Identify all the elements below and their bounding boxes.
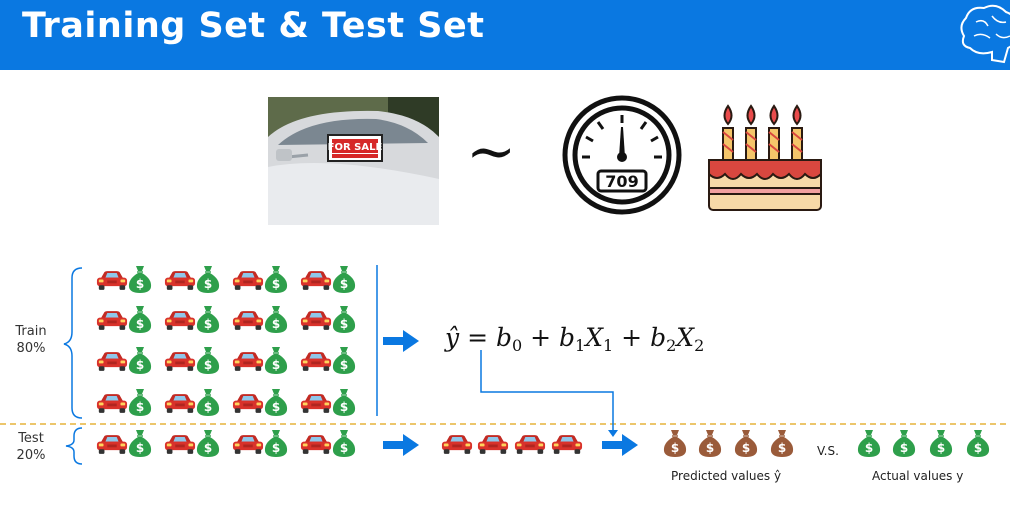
actual-values-label: Actual values y (872, 469, 964, 483)
money-bag-icon (128, 389, 152, 416)
money-bag-icon (264, 347, 288, 374)
money-bag-icon (332, 306, 356, 333)
actual-money-bag-icon (892, 430, 916, 457)
header-bar: Training Set & Test Set (0, 0, 1010, 70)
car-icon (477, 435, 509, 454)
car-icon (232, 435, 264, 454)
model-to-prediction-connector (480, 350, 614, 432)
train-label-text: Train (15, 324, 47, 339)
regression-formula: ŷ = b0 + b1X1 + b2X2 (445, 323, 704, 355)
money-bag-icon (332, 389, 356, 416)
money-bag-icon (196, 430, 220, 457)
predicted-money-bag-icon (770, 430, 794, 457)
arrow-to-model-icon (383, 330, 419, 352)
car-icon (96, 271, 128, 290)
train-percent: 80% (16, 341, 46, 356)
tilde-symbol: ~ (466, 117, 517, 187)
car-icon (96, 394, 128, 413)
money-bag-icon (128, 347, 152, 374)
formula-b2-sub: 2 (666, 336, 677, 355)
money-bag-icon (128, 266, 152, 293)
test-percent: 20% (16, 448, 46, 463)
money-bag-icon (196, 389, 220, 416)
car-icon (96, 352, 128, 371)
formula-x1-sub: 1 (603, 336, 614, 355)
money-bag-icon (196, 266, 220, 293)
actual-money-bag-icon (966, 430, 990, 457)
car-icon (232, 352, 264, 371)
car-icon (232, 271, 264, 290)
money-bag-icon (196, 306, 220, 333)
predicted-money-bag-icon (734, 430, 758, 457)
slide-title: Training Set & Test Set (22, 6, 485, 46)
car-icon (96, 311, 128, 330)
for-sale-sign-text: FOR SALE (328, 142, 383, 153)
money-bag-icon (264, 266, 288, 293)
brain-icon (960, 4, 1010, 64)
money-bag-icon (196, 347, 220, 374)
predicted-money-bag-icon (663, 430, 687, 457)
car-icon (164, 352, 196, 371)
money-bag-icon (264, 306, 288, 333)
gauge-reading: 709 (605, 172, 638, 191)
test-label-text: Test (18, 431, 44, 446)
car-icon (232, 311, 264, 330)
car-icon (164, 311, 196, 330)
money-bag-icon (332, 430, 356, 457)
birthday-cake-icon (708, 104, 822, 211)
vs-label: V.S. (817, 444, 839, 458)
car-icon (96, 435, 128, 454)
car-icon (232, 394, 264, 413)
money-bag-icon (264, 430, 288, 457)
credit-score-gauge-icon: 709 (562, 95, 682, 215)
formula-plus2: + (613, 323, 651, 352)
car-icon (300, 352, 332, 371)
formula-b1-sub: 1 (575, 336, 586, 355)
money-bag-icon (264, 389, 288, 416)
formula-x2: X (676, 323, 695, 352)
money-bag-icon (128, 430, 152, 457)
car-icon (164, 271, 196, 290)
arrow-to-predictions-icon (602, 434, 638, 456)
car-icon (551, 435, 583, 454)
formula-b2: b (650, 323, 667, 352)
car-icon (514, 435, 546, 454)
predicted-values-label: Predicted values ŷ (671, 469, 782, 483)
car-icon (300, 435, 332, 454)
arrow-to-test-cars-icon (383, 434, 419, 456)
car-icon (441, 435, 473, 454)
train-brace (63, 267, 83, 419)
predicted-money-bag-icon (698, 430, 722, 457)
actual-money-bag-icon (929, 430, 953, 457)
car-icon (164, 394, 196, 413)
formula-x1: X (585, 323, 604, 352)
connector-arrowhead (608, 430, 618, 437)
formula-x2-sub: 2 (694, 336, 705, 355)
formula-eq: = (459, 323, 496, 352)
car-icon (300, 311, 332, 330)
car-for-sale-photo: FOR SALE (268, 97, 439, 225)
car-icon (164, 435, 196, 454)
formula-plus1: + (522, 323, 560, 352)
test-label: Test 20% (11, 430, 51, 464)
formula-b1: b (559, 323, 576, 352)
formula-lhs: ŷ (445, 323, 460, 352)
actual-money-bag-icon (857, 430, 881, 457)
test-brace (65, 427, 83, 465)
money-bag-icon (128, 306, 152, 333)
train-label: Train 80% (11, 323, 51, 357)
car-icon (300, 394, 332, 413)
money-bag-icon (332, 266, 356, 293)
formula-b0: b (495, 323, 512, 352)
car-icon (300, 271, 332, 290)
formula-b0-sub: 0 (511, 336, 523, 355)
money-bag-icon (332, 347, 356, 374)
